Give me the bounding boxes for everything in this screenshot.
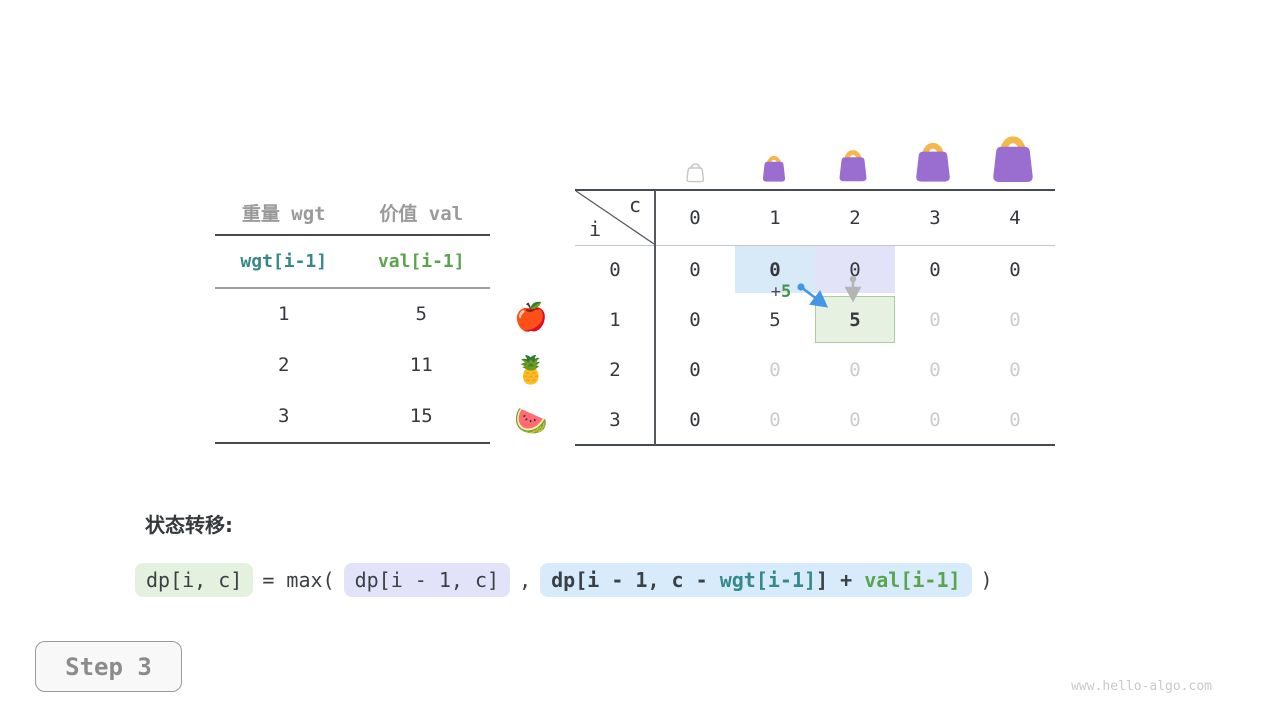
value-column-header: 价值 val [379,202,464,225]
dp-table-header-rule [575,245,1055,246]
dp-cell-0-1: 0 [769,259,781,281]
dp-cell-1-2: 5 [849,309,861,331]
item-3-weight: 3 [278,405,290,427]
dp-cell-0-0: 0 [689,259,701,281]
bag-icon-capacity-2 [839,150,867,182]
arg2-wgt-part: wgt[i-1] [719,568,817,592]
added-value: 5 [781,282,792,302]
dp-cell-1-0: 0 [689,309,701,331]
add-value-annotation: +5 [758,282,804,302]
state-transition-formula: dp[i, c] = max( dp[i - 1, c] , dp[i - 1,… [135,560,993,600]
item-1-value: 5 [415,303,427,325]
row-header-3: 3 [609,409,621,431]
arg2-bracket-part: ] + [816,568,865,592]
dp-cell-0-2: 0 [849,259,861,281]
dp-table-vertical-rule [654,190,656,445]
dp-table-top-rule [575,189,1055,191]
bag-icon-capacity-3 [916,142,950,182]
dp-cell-2-3: 0 [929,359,941,381]
arg2-val-part: val[i-1] [864,568,961,592]
divider [215,234,490,236]
row-header-1: 1 [609,309,621,331]
col-header-1: 1 [769,206,781,229]
capacity-var-label: c [628,193,641,217]
item-table-header: 重量 wgt 价值 val [215,190,490,234]
plus-sign: + [770,282,781,302]
dp-table-cells: 0 0 0 0 0 0 5 5 0 0 0 0 0 0 0 0 0 0 0 0 [655,245,1055,445]
dp-cell-1-4: 0 [1009,309,1021,331]
step-badge: Step 3 [35,641,182,692]
website-watermark: www.hello-algo.com [1071,679,1212,694]
item-2-value: 11 [409,354,433,376]
col-header-2: 2 [849,206,861,229]
dp-cell-3-2: 0 [849,409,861,431]
dp-column-headers: 0 1 2 3 4 [655,190,1055,245]
row-header-2: 2 [609,359,621,381]
divider [215,287,490,289]
item-3-value: 15 [409,405,433,427]
arg2-dp-part: dp[i - 1, c - [551,568,720,592]
item-2-weight: 2 [278,354,290,376]
weight-column-header: 重量 wgt [241,202,326,225]
bag-icon-capacity-4 [993,136,1033,182]
col-header-4: 4 [1009,206,1021,229]
pineapple-icon: 🍍 [514,355,548,386]
col-header-0: 0 [689,206,701,229]
wgt-index-label: wgt[i-1] [240,251,328,272]
item-var-label: i [589,217,602,241]
dp-corner-cell: c i [575,190,655,245]
item-table: 重量 wgt 价值 val wgt[i-1] val[i-1] 1 5 2 11… [215,190,490,444]
dp-cell-1-1: 5 [769,309,781,331]
formula-arg1-box: dp[i - 1, c] [343,563,511,597]
dp-cell-0-3: 0 [929,259,941,281]
apple-icon: 🍎 [514,302,548,333]
dp-cell-3-3: 0 [929,409,941,431]
dp-cell-3-0: 0 [689,409,701,431]
item-table-index-row: wgt[i-1] val[i-1] [215,236,490,287]
item-row-1: 1 5 [215,289,490,340]
empty-bag-icon [686,163,705,183]
item-1-weight: 1 [278,303,290,325]
row-header-0: 0 [609,259,621,281]
dp-row-headers: 0 1 2 3 [575,245,655,445]
state-transition-heading: 状态转移: [145,513,233,537]
divider [215,441,490,444]
col-header-3: 3 [929,206,941,229]
watermelon-icon: 🍉 [514,406,548,437]
diagonal-line [575,190,655,245]
dp-cell-2-0: 0 [689,359,701,381]
dp-cell-0-4: 0 [1009,259,1021,281]
item-row-2: 2 11 [215,340,490,391]
dp-cell-1-3: 0 [929,309,941,331]
formula-lhs-box: dp[i, c] [135,563,254,597]
dp-cell-2-2: 0 [849,359,861,381]
dp-cell-2-4: 0 [1009,359,1021,381]
formula-close-paren: ) [980,568,993,592]
val-index-label: val[i-1] [377,251,465,272]
bag-icon-capacity-1 [762,155,786,182]
formula-arg2-box: dp[i - 1, c - wgt[i-1]] + val[i-1] [540,563,972,597]
dp-cell-3-4: 0 [1009,409,1021,431]
item-row-3: 3 15 [215,391,490,442]
formula-equals-max: = max( [262,568,335,592]
highlight-source-cell-lavender [815,245,895,293]
dp-cell-2-1: 0 [769,359,781,381]
dp-cell-3-1: 0 [769,409,781,431]
formula-comma: , [519,568,532,592]
dp-table-bottom-rule [575,444,1055,446]
